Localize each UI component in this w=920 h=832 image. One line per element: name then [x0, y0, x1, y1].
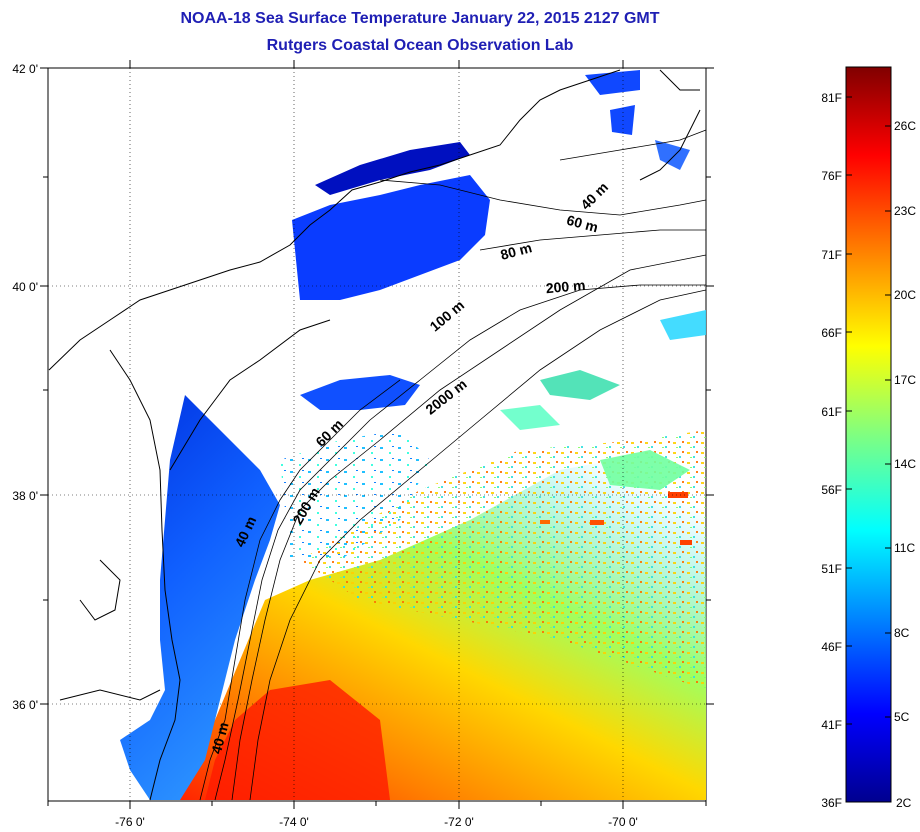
latitude-labels: 42 0' 40 0' 38 0' 36 0'	[12, 62, 38, 712]
colorbar-c-label: 14C	[894, 457, 916, 471]
colorbar-c-label: 2C	[896, 796, 912, 810]
lon-label: -70 0'	[608, 815, 638, 829]
colorbar-c-label: 26C	[894, 119, 916, 133]
colorbar-c-label: 8C	[894, 626, 910, 640]
colorbar-c-label: 5C	[894, 710, 910, 724]
graticule	[48, 68, 706, 801]
gulf-stream-filament-4	[500, 405, 560, 430]
lat-label: 40 0'	[12, 280, 38, 294]
colorbar-f-label: 81F	[821, 91, 842, 105]
coastline	[48, 69, 701, 801]
colorbar-f-label: 71F	[821, 248, 842, 262]
gulf-maine-patch-2	[610, 105, 635, 135]
lon-label: -72 0'	[444, 815, 474, 829]
contour-label: 80 m	[499, 239, 534, 263]
colorbar-c-label: 17C	[894, 373, 916, 387]
bathymetry-contours	[199, 129, 707, 801]
colorbar-bar	[845, 66, 892, 803]
sst-field	[120, 70, 706, 800]
map-title: NOAA-18 Sea Surface Temperature January …	[180, 10, 660, 27]
colorbar-c-label: 23C	[894, 204, 916, 218]
delaware-bay-cold	[300, 375, 420, 410]
colorbar-f-label: 41F	[821, 718, 842, 732]
colorbar-f-label: 66F	[821, 326, 842, 340]
colorbar-f-label: 51F	[821, 562, 842, 576]
colorbar-f-label: 36F	[821, 796, 842, 810]
contour-label: 200 m	[545, 277, 586, 296]
nj-shelf-cold	[292, 175, 490, 300]
lon-label: -76 0'	[115, 815, 145, 829]
speckled-shelf	[280, 430, 430, 560]
contour-label: 60 m	[565, 212, 600, 236]
colorbar: 81F 76F 71F 66F 61F 56F 51F 46F 41F 36F …	[821, 66, 916, 810]
colorbar-f-label: 56F	[821, 483, 842, 497]
gulf-stream-filament-2	[600, 450, 690, 490]
gulf-stream-filament-3	[660, 310, 706, 340]
colorbar-c-label: 20C	[894, 288, 916, 302]
longitude-labels: -76 0' -74 0' -72 0' -70 0'	[115, 815, 638, 829]
colorbar-c-label: 11C	[894, 541, 915, 555]
lat-label: 42 0'	[12, 62, 38, 76]
long-island-sound	[315, 142, 470, 195]
lat-label: 38 0'	[12, 489, 38, 503]
contour-label: 40 m	[208, 720, 232, 755]
coastal-cold-band	[120, 395, 280, 800]
lat-label: 36 0'	[12, 698, 38, 712]
gulf-maine-patch	[585, 70, 640, 95]
gulf-stream-filament	[540, 370, 620, 400]
colorbar-f-label: 61F	[821, 405, 842, 419]
celsius-labels: 26C 23C 20C 17C 14C 11C 8C 5C 2C	[894, 119, 916, 810]
lon-label: -74 0'	[279, 815, 309, 829]
frame-ticks	[40, 60, 714, 809]
fahrenheit-labels: 81F 76F 71F 66F 61F 56F 51F 46F 41F 36F	[821, 91, 842, 810]
map-subtitle: Rutgers Coastal Ocean Observation Lab	[266, 37, 574, 54]
colorbar-f-label: 76F	[821, 169, 842, 183]
hot-core	[205, 680, 390, 800]
colorbar-f-label: 46F	[821, 640, 842, 654]
